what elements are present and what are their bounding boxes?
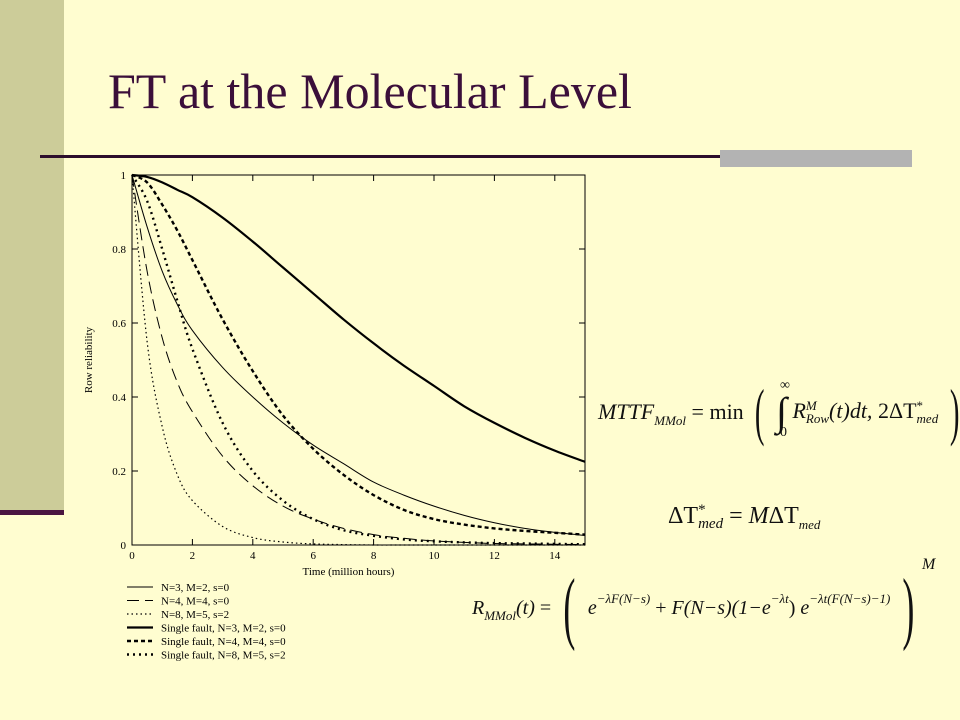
rel-eq: = bbox=[539, 596, 552, 619]
legend-label-0: N=3, M=2, s=0 bbox=[161, 582, 230, 594]
mttf-right-paren: ) bbox=[949, 375, 960, 447]
reliability-chart: 0 2 4 6 8 10 12 14 0 0.2 0.4 0.6 0.8 1 Time (million h… bbox=[83, 170, 586, 662]
legend-label-1: N=4, M=4, s=0 bbox=[161, 596, 230, 608]
mttf-lhs-sub: MMol bbox=[654, 412, 687, 428]
delta-eq: = bbox=[729, 503, 743, 529]
series-line-3 bbox=[131, 173, 586, 463]
y-tick-label-3: 0.6 bbox=[112, 318, 126, 330]
title-rule-accent bbox=[720, 150, 912, 167]
x-tick-label-3: 6 bbox=[310, 550, 316, 562]
mttf-star: * bbox=[916, 398, 924, 414]
series-line-2 bbox=[131, 174, 585, 546]
rel-lhs: R bbox=[472, 596, 485, 619]
x-tick-label-5: 10 bbox=[429, 550, 441, 562]
y-tick-label-1: 0.2 bbox=[112, 466, 126, 478]
series-line-0 bbox=[131, 174, 586, 536]
mttf-arg: (t) bbox=[829, 397, 850, 423]
reliability-equation: RMMol(t) = ( e−λF(N−s) + F(N−s)(1−e−λt) … bbox=[472, 556, 935, 652]
rel-e2: e bbox=[800, 596, 810, 619]
delta-lhs-sup: * bbox=[698, 502, 706, 519]
mttf-left-paren: ( bbox=[755, 375, 765, 447]
x-tick-label-0: 0 bbox=[129, 550, 135, 562]
integral-lower: 0 bbox=[780, 425, 787, 440]
rel-close2: ) bbox=[788, 596, 796, 619]
y-tick-label-4: 0.8 bbox=[112, 244, 126, 256]
delta-t-equation: ΔT * med = MΔTmed bbox=[668, 502, 821, 533]
delta-lhs-sub: med bbox=[698, 516, 724, 533]
x-tick-label-6: 12 bbox=[489, 550, 500, 562]
legend-label-5: Single fault, N=8, M=5, s=2 bbox=[161, 650, 286, 662]
mttf-two: 2 bbox=[877, 397, 889, 423]
mttf-dt: dt, bbox=[849, 397, 873, 423]
integral-sign: ∫ ∞ 0 bbox=[776, 378, 790, 440]
left-accent-bar bbox=[0, 0, 64, 512]
mttf-delta-t: ΔT bbox=[888, 397, 917, 423]
delta-rhs-sub: med bbox=[798, 517, 821, 532]
title-rule bbox=[40, 155, 912, 158]
mttf-min: min bbox=[709, 398, 744, 424]
plot-frame bbox=[131, 174, 586, 546]
mttf-equation: MTTFMMol = min ( ∫ ∞ 0 R M Row (t)dt, 2ΔT * med… bbox=[598, 375, 960, 447]
rel-exp3: −λt(F(N−s)−1) bbox=[809, 590, 891, 606]
x-axis-label: Time (million hours) bbox=[303, 566, 395, 578]
left-accent-bar-foot bbox=[0, 510, 64, 515]
mttf-eq: = bbox=[691, 398, 704, 424]
x-tick-label-4: 8 bbox=[371, 550, 377, 562]
rel-outer-sup: M bbox=[921, 555, 936, 573]
mttf-r: R bbox=[792, 397, 806, 423]
x-tick-label-2: 4 bbox=[250, 550, 256, 562]
integral-upper: ∞ bbox=[780, 378, 790, 393]
mttf-r-sup: M bbox=[805, 398, 817, 414]
x-tick-label-1: 2 bbox=[190, 550, 196, 562]
rel-lhs-sub: MMol bbox=[484, 607, 516, 623]
y-tick-label-0: 0 bbox=[121, 540, 127, 552]
rel-left-paren: ( bbox=[563, 564, 576, 652]
mttf-lhs: MTTF bbox=[598, 398, 655, 424]
rel-plus: + bbox=[655, 596, 667, 619]
series-line-1 bbox=[131, 174, 586, 546]
rel-e1: e bbox=[587, 596, 597, 619]
y-axis-label: Row reliability bbox=[83, 326, 95, 393]
x-tick-label-7: 14 bbox=[549, 550, 561, 562]
legend-label-3: Single fault, N=3, M=2, s=0 bbox=[161, 623, 286, 635]
mttf-med: med bbox=[916, 411, 939, 427]
series-line-5 bbox=[130, 174, 586, 546]
series-line-4 bbox=[131, 173, 586, 536]
legend-label-4: Single fault, N=4, M=4, s=0 bbox=[161, 636, 286, 648]
delta-m: M bbox=[748, 503, 769, 529]
y-tick-label-2: 0.4 bbox=[112, 392, 126, 404]
delta-lhs: ΔT bbox=[668, 503, 699, 529]
rel-exp1: −λF(N−s) bbox=[596, 590, 651, 606]
legend-label-2: N=8, M=5, s=2 bbox=[161, 609, 229, 621]
rel-exp2: −λt bbox=[770, 590, 789, 606]
slide-title: FT at the Molecular Level bbox=[108, 63, 632, 119]
rel-arg: (t) bbox=[516, 596, 535, 619]
mttf-r-sub: Row bbox=[805, 411, 830, 427]
rel-right-paren: ) bbox=[902, 564, 915, 652]
delta-rhs: ΔT bbox=[768, 503, 799, 529]
y-tick-label-5: 1 bbox=[121, 170, 127, 182]
rel-term2: F(N−s)(1−e bbox=[671, 596, 771, 619]
